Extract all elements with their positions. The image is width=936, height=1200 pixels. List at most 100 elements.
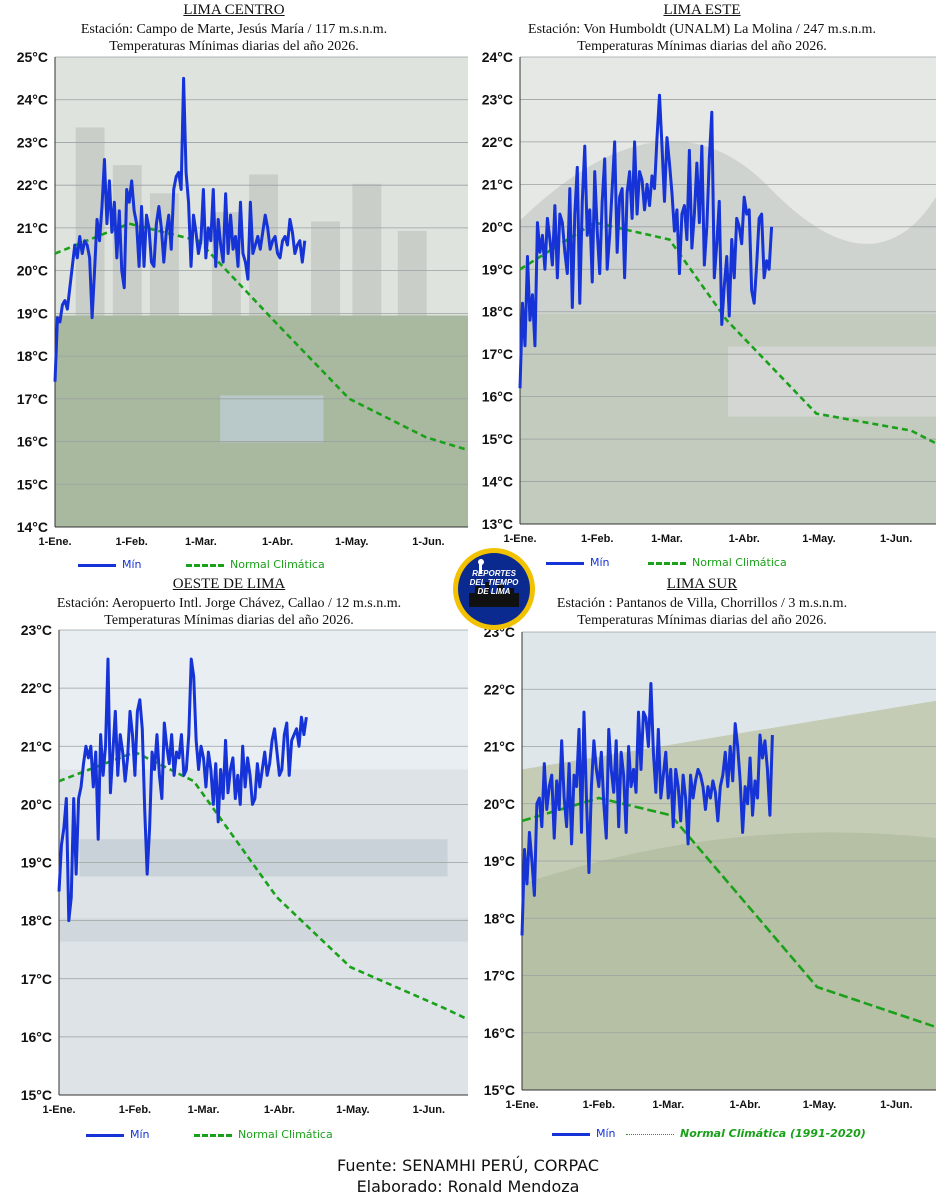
chart-title: LIMA CENTRO [183, 2, 285, 18]
x-tick-label: 1-Feb. [119, 1104, 151, 1116]
background-photo [55, 57, 468, 527]
chart-subtitle-period: Temperaturas Mínimas diarias del año 202… [577, 39, 827, 54]
x-tick-label: 1-May. [803, 1099, 836, 1111]
logo-badge-icon: REPORTES DEL TIEMPO DE LIMA [453, 548, 535, 630]
y-tick-label: 23°C [17, 134, 48, 150]
legend-normal-swatch [648, 561, 686, 565]
chart-subtitle-period: Temperaturas Mínimas diarias del año 202… [109, 39, 359, 54]
x-tick-label: 1-Mar. [651, 533, 683, 545]
y-tick-label: 18°C [484, 910, 515, 926]
panel-lima-este: LIMA ESTE Estación: Von Humboldt (UNALM)… [468, 0, 936, 580]
x-tick-label: 1-Jun. [413, 1104, 445, 1116]
legend-item-min: Mín [552, 1127, 616, 1140]
legend-item-min: Mín [546, 556, 610, 569]
x-tick-label: 1-Jun. [412, 536, 444, 548]
x-tick-label: 1-Abr. [262, 536, 293, 548]
chart-title: LIMA ESTE [663, 2, 741, 18]
chart-subtitle-period: Temperaturas Mínimas diarias del año 202… [104, 613, 354, 628]
legend-item-normal: Normal Climática [186, 558, 325, 571]
reportes-logo: REPORTES DEL TIEMPO DE LIMA [451, 546, 537, 632]
y-tick-label: 15°C [484, 1082, 515, 1098]
x-tick-label: 1-Ene. [505, 1099, 538, 1111]
y-tick-label: 21°C [21, 738, 52, 754]
normal-series-line [54, 222, 468, 452]
x-tick-label: 1-May. [335, 536, 368, 548]
y-tick-label: 17°C [484, 968, 515, 984]
y-tick-label: 20°C [484, 796, 515, 812]
legend-item-normal: Normal Climática [648, 556, 787, 569]
min-series-line [520, 682, 774, 936]
y-tick-label: 21°C [484, 739, 515, 755]
chart-svg: 14°C 15°C 16°C 17°C 18°C 19°C 20°C 21°C 22°C 23°C… [17, 49, 468, 548]
legend-min-label: Mín [590, 556, 610, 569]
y-tick-label: 18°C [482, 304, 513, 320]
chart-legend: Mín Normal Climática [0, 558, 468, 576]
y-tick-label: 17°C [17, 391, 48, 407]
normal-series-line [519, 221, 936, 445]
logo-line2: DEL TIEMPO [470, 578, 520, 587]
x-tick-label: 1-Feb. [115, 536, 147, 548]
photo-building [397, 230, 427, 316]
x-tick-label: 1-Mar. [188, 1104, 220, 1116]
y-tick-label: 15°C [17, 476, 48, 492]
footer-author: Elaborado: Ronald Mendoza [356, 1177, 580, 1196]
y-tick-label: 14°C [482, 474, 513, 490]
legend-min-swatch [552, 1132, 590, 1136]
y-tick-label: 19°C [482, 261, 513, 277]
x-tick-label: 1-Feb. [583, 1099, 615, 1111]
footer-source: Fuente: SENAMHI PERÚ, CORPAC [337, 1156, 599, 1175]
x-tick-label: 1-Jun. [880, 1099, 912, 1111]
photo-wetland [522, 832, 936, 1090]
y-tick-label: 19°C [21, 855, 52, 871]
y-tick-label: 21°C [17, 220, 48, 236]
y-tick-label: 16°C [484, 1025, 515, 1041]
legend-normal-swatch [626, 1133, 674, 1135]
x-tick-label: 1-May. [336, 1104, 369, 1116]
x-tick-label: 1-Jun. [880, 533, 912, 545]
legend-normal-label: Normal Climática (1991-2020) [680, 1127, 866, 1140]
y-tick-label: 22°C [17, 177, 48, 193]
photo-building [352, 183, 382, 316]
x-tick-label: 1-Feb. [581, 533, 613, 545]
panel-oeste-de-lima: OESTE DE LIMA Estación: Aeropuerto Intl.… [0, 574, 468, 1150]
y-tick-label: 15°C [482, 431, 513, 447]
x-tick-label: 1-Abr. [264, 1104, 295, 1116]
min-series-line [518, 93, 774, 389]
y-tick-label: 22°C [484, 681, 515, 697]
legend-min-label: Mín [596, 1127, 616, 1140]
x-tick-label: 1-Mar. [652, 1099, 684, 1111]
legend-normal-swatch [194, 1133, 232, 1137]
y-tick-label: 18°C [17, 348, 48, 364]
legend-min-swatch [86, 1133, 124, 1137]
photo-field [520, 313, 936, 524]
legend-item-normal: Normal Climática (1991-2020) [626, 1127, 866, 1140]
x-tick-label: 1-Abr. [730, 1099, 761, 1111]
photo-court [220, 395, 324, 443]
chart-legend: Mín Normal Climática [0, 1128, 468, 1146]
chart-title: OESTE DE LIMA [172, 576, 286, 592]
chart-subtitle-period: Temperaturas Mínimas diarias del año 202… [577, 613, 827, 628]
y-tick-label: 16°C [21, 1029, 52, 1045]
y-tick-label: 20°C [482, 219, 513, 235]
chart-svg: 15°C16°C17°C18°C19°C20°C21°C22°C23°C1-En… [484, 624, 936, 1111]
chart-subtitle-station: Estación : Pantanos de Villa, Chorrillos… [556, 596, 848, 611]
photo-houses [728, 346, 936, 417]
x-tick-label: 1-May. [802, 533, 835, 545]
min-series-line [53, 76, 307, 382]
y-tick-label: 18°C [21, 913, 52, 929]
y-tick-label: 23°C [482, 91, 513, 107]
chart-svg: 13°C 14°C 15°C 16°C 17°C 18°C 19°C 20°C 21°C 22°C… [482, 49, 936, 545]
y-tick-label: 20°C [17, 263, 48, 279]
y-tick-label: 16°C [482, 389, 513, 405]
legend-min-swatch [78, 563, 116, 567]
photo-road [59, 918, 468, 942]
y-tick-label: 24°C [17, 92, 48, 108]
x-tick-label: 1-Ene. [42, 1104, 75, 1116]
chart-title: LIMA SUR [666, 576, 738, 592]
chart-subtitle-station: Estación: Campo de Marte, Jesús María / … [80, 22, 388, 37]
y-tick-label: 20°C [21, 796, 52, 812]
chart-legend: Mín Normal Climática [468, 556, 936, 574]
photo-terminal [79, 839, 448, 877]
panel-lima-sur: LIMA SUR Estación : Pantanos de Villa, C… [468, 574, 936, 1150]
y-tick-label: 17°C [21, 971, 52, 987]
